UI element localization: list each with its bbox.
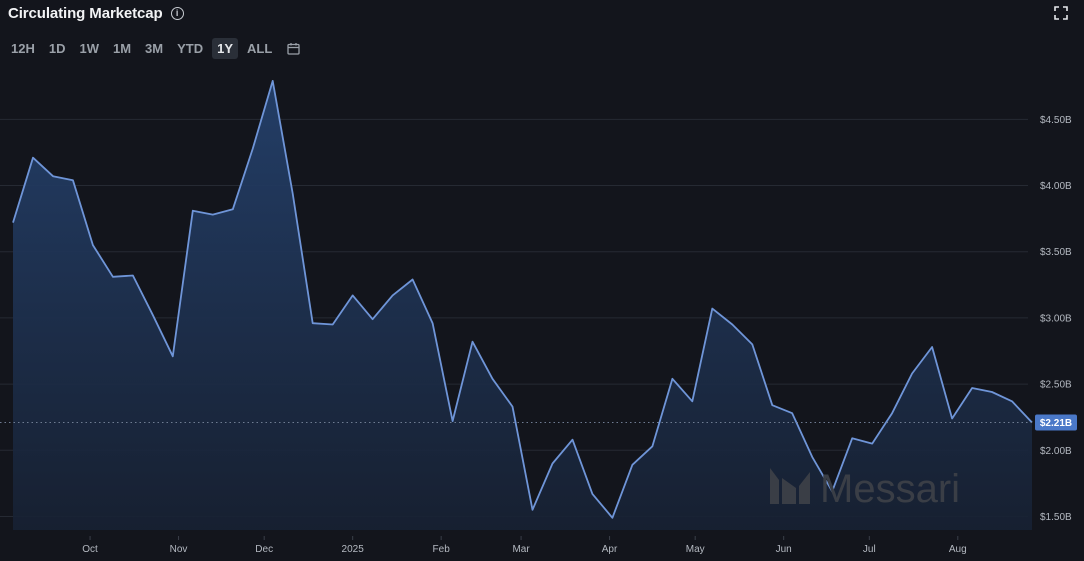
x-tick-label: Apr xyxy=(602,544,618,555)
data-point xyxy=(1010,399,1014,403)
y-tick-label: $3.00B xyxy=(1040,313,1072,324)
range-12h-button[interactable]: 12H xyxy=(11,41,35,56)
time-range-selector: 12H 1D 1W 1M 3M YTD 1Y ALL xyxy=(6,38,300,59)
x-axis: Oct Nov Dec 2025 Feb Mar Apr May Jun Jul Aug xyxy=(82,536,967,555)
data-point xyxy=(770,403,774,407)
x-tick-label: Aug xyxy=(949,544,967,555)
data-point xyxy=(171,354,175,358)
x-tick-label: Jul xyxy=(863,544,876,555)
expand-icon[interactable] xyxy=(1054,6,1068,20)
data-point xyxy=(231,207,235,211)
data-point xyxy=(730,323,734,327)
data-point xyxy=(71,178,75,182)
data-point xyxy=(950,417,954,421)
data-point xyxy=(930,345,934,349)
x-tick-label: 2025 xyxy=(342,544,365,555)
data-point xyxy=(91,243,95,247)
data-point xyxy=(690,399,694,403)
data-point xyxy=(251,147,255,151)
series-area xyxy=(11,79,1033,531)
data-point xyxy=(810,455,814,459)
data-point xyxy=(850,436,854,440)
data-point xyxy=(630,463,634,467)
range-3m-button[interactable]: 3M xyxy=(145,41,164,56)
y-axis: $1.50B $2.00B $2.50B $3.00B $3.50B $4.00B $4.5… xyxy=(1040,115,1072,523)
y-tick-label: $2.00B xyxy=(1040,446,1072,457)
y-tick-label: $3.50B xyxy=(1040,247,1072,258)
data-point xyxy=(670,377,674,381)
data-point xyxy=(650,444,654,448)
current-price-label: $2.21B xyxy=(1040,418,1072,429)
x-tick-label: Feb xyxy=(433,544,451,555)
data-point xyxy=(710,307,714,311)
data-point xyxy=(331,323,335,327)
data-point xyxy=(890,411,894,415)
data-point xyxy=(391,293,395,297)
data-point xyxy=(191,209,195,213)
data-point xyxy=(990,390,994,394)
calendar-icon[interactable] xyxy=(287,42,300,55)
data-point xyxy=(11,221,15,225)
chart-title: Circulating Marketcap xyxy=(8,5,163,22)
range-ytd-button[interactable]: YTD xyxy=(177,41,204,56)
data-point xyxy=(610,516,614,520)
y-tick-label: $4.50B xyxy=(1040,115,1072,126)
data-point xyxy=(291,192,295,196)
info-icon[interactable]: i xyxy=(170,7,184,20)
data-point xyxy=(531,508,535,512)
data-point xyxy=(491,377,495,381)
data-point xyxy=(790,411,794,415)
data-point xyxy=(371,317,375,321)
data-point xyxy=(31,156,35,160)
y-tick-label: $4.00B xyxy=(1040,181,1072,192)
x-tick-label: Nov xyxy=(170,544,188,555)
range-all-button[interactable]: ALL xyxy=(247,41,273,56)
data-point xyxy=(211,213,215,217)
series-fill xyxy=(13,80,1032,531)
x-tick-label: May xyxy=(686,544,705,555)
data-point xyxy=(111,275,115,279)
chart-header: Circulating Marketcap i xyxy=(8,5,184,22)
watermark-text: Messari xyxy=(820,467,960,511)
data-point xyxy=(910,372,914,376)
data-point xyxy=(51,174,55,178)
data-point xyxy=(471,340,475,344)
data-point xyxy=(970,386,974,390)
data-point xyxy=(411,278,415,282)
y-tick-label: $2.50B xyxy=(1040,380,1072,391)
data-point xyxy=(351,293,355,297)
data-point xyxy=(750,342,754,346)
range-1w-button[interactable]: 1W xyxy=(79,41,99,56)
data-point xyxy=(431,321,435,325)
y-tick-label: $1.50B xyxy=(1040,512,1072,523)
data-point xyxy=(151,313,155,317)
range-1m-button[interactable]: 1M xyxy=(112,41,132,56)
data-point xyxy=(271,79,275,83)
current-price-marker: $2.21B xyxy=(0,414,1077,431)
x-tick-label: Oct xyxy=(82,544,98,555)
data-point xyxy=(511,405,515,409)
messari-watermark: Messari xyxy=(770,467,960,511)
x-tick-label: Dec xyxy=(255,544,273,555)
series-line xyxy=(12,80,1033,519)
data-point xyxy=(551,462,555,466)
data-point xyxy=(571,438,575,442)
x-tick-label: Mar xyxy=(512,544,530,555)
current-price-badge xyxy=(1035,414,1077,431)
range-1d-button[interactable]: 1D xyxy=(48,41,66,56)
data-point xyxy=(311,321,315,325)
data-point xyxy=(131,274,135,278)
data-point xyxy=(590,492,594,496)
range-1y-button[interactable]: 1Y xyxy=(212,38,239,59)
data-point xyxy=(870,442,874,446)
x-tick-label: Jun xyxy=(776,544,792,555)
messari-logo-icon xyxy=(770,468,810,504)
